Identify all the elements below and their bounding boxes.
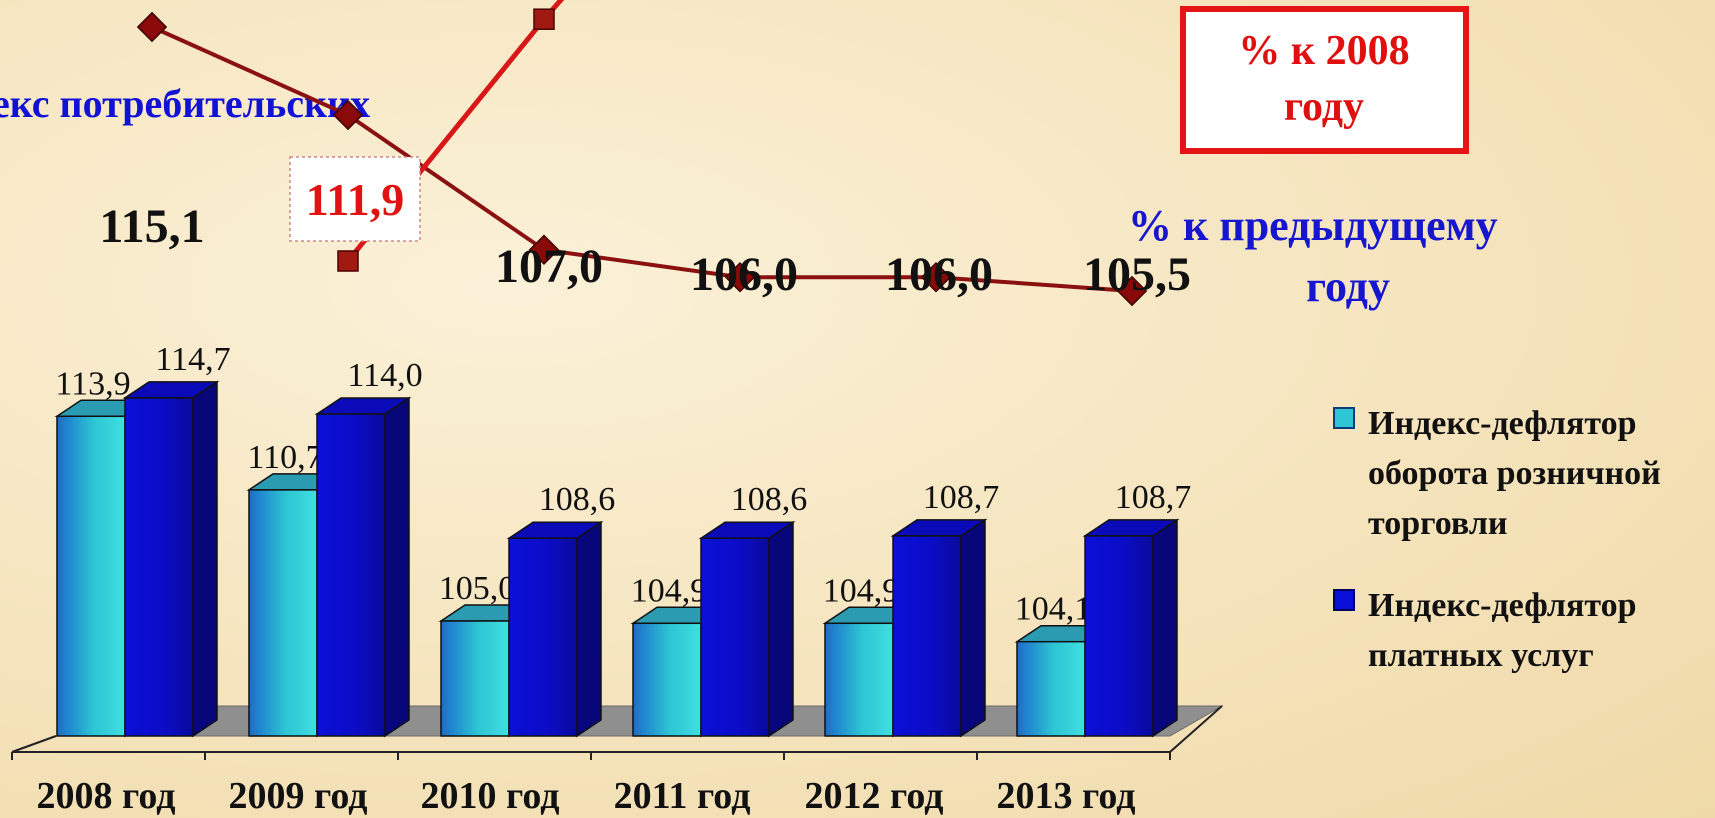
bar-2-4 [698, 520, 796, 738]
bar-2-3 [506, 520, 604, 738]
category-label-6: 2013 год [997, 775, 1136, 817]
legend-swatch-2 [1333, 589, 1355, 611]
label-prev-6: 105,5 [1083, 248, 1191, 301]
label-prev-1: 115,1 [99, 200, 204, 253]
category-label-4: 2011 год [614, 775, 751, 817]
category-label-3: 2010 год [421, 775, 560, 817]
bar-layer: 113,9 114,7 110,7 114,0 105,0 108,6 104,9 108,6… [54, 341, 1192, 738]
marker-prev-4 [724, 262, 756, 293]
bar-label-2-1: 114,7 [155, 341, 230, 378]
marker-cum-2 [337, 250, 359, 272]
label-cum-2: 111,9 [306, 174, 404, 225]
axis-edge-right [1169, 705, 1223, 753]
chart-title: екс потребительских [0, 81, 370, 126]
bar-label-1-1: 113,9 [55, 365, 130, 402]
category-label-2: 2009 год [229, 775, 368, 817]
bar-2-1 [122, 380, 220, 738]
line-layer: 115,1107,0106,0106,0105,5111,9119,7126,9… [99, 0, 1191, 307]
bar-2-6 [1082, 518, 1180, 738]
category-labels: 2008 год 2009 год 2010 год 2011 год 2012 год… [37, 775, 1136, 817]
bar-label-2-4: 108,6 [731, 481, 808, 518]
bar-label-2-3: 108,6 [539, 481, 616, 518]
box-label-frame [1180, 6, 1469, 154]
line-cum [346, 0, 565, 263]
legend-label-1b: оборота розничной [1368, 455, 1661, 492]
line-prev [151, 25, 1133, 293]
marker-prev-3 [528, 234, 560, 265]
marker-prev-6 [1116, 275, 1148, 307]
label-prev-3: 107,0 [495, 240, 603, 293]
marker-prev-2 [332, 99, 364, 131]
legend-label-1a: Индекс-дефлятор [1368, 405, 1637, 442]
category-label-1: 2008 год [37, 775, 176, 817]
bar-label-2-6: 108,7 [1115, 479, 1192, 516]
label-prev-5: 106,0 [885, 248, 993, 301]
bar-label-1-2: 110,7 [247, 439, 322, 476]
legend-item-1: Индекс-дефлятор оборота розничной торгов… [1333, 405, 1661, 542]
legend: Индекс-дефлятор оборота розничной торгов… [1333, 405, 1661, 674]
legend-swatch-1 [1333, 407, 1355, 429]
marker-prev-1 [136, 11, 168, 43]
bar-label-1-6: 104,1 [1015, 591, 1092, 628]
box-label-group: % к 2008 году [1180, 6, 1469, 154]
legend-label-2a: Индекс-дефлятор [1368, 587, 1637, 624]
bar-label-2-2: 114,0 [347, 357, 422, 394]
legend-item-2: Индекс-дефлятор платных услуг [1333, 587, 1637, 674]
category-label-5: 2012 год [805, 775, 944, 817]
bar-label-2-5: 108,7 [923, 479, 1000, 516]
prev-label-line-1: % к предыдущему [1128, 201, 1498, 250]
label-prev-4: 106,0 [690, 248, 798, 301]
box-label-line-1: % к 2008 [1238, 28, 1409, 74]
box-label-line-2: году [1284, 84, 1364, 130]
bar-label-1-3: 105,0 [439, 570, 516, 607]
legend-label-1c: торговли [1368, 505, 1508, 542]
marker-prev-5 [920, 262, 952, 293]
bar-label-1-4: 104,9 [631, 572, 708, 609]
axis-edge-left [11, 735, 57, 753]
label-box-cum-2 [289, 156, 421, 242]
prev-label-line-2: году [1306, 262, 1390, 311]
bar-2-5 [890, 518, 988, 738]
bar-2-2 [314, 396, 412, 738]
legend-label-2b: платных услуг [1368, 637, 1594, 674]
bar-label-1-5: 104,9 [823, 572, 900, 609]
marker-cum-3 [533, 8, 555, 30]
